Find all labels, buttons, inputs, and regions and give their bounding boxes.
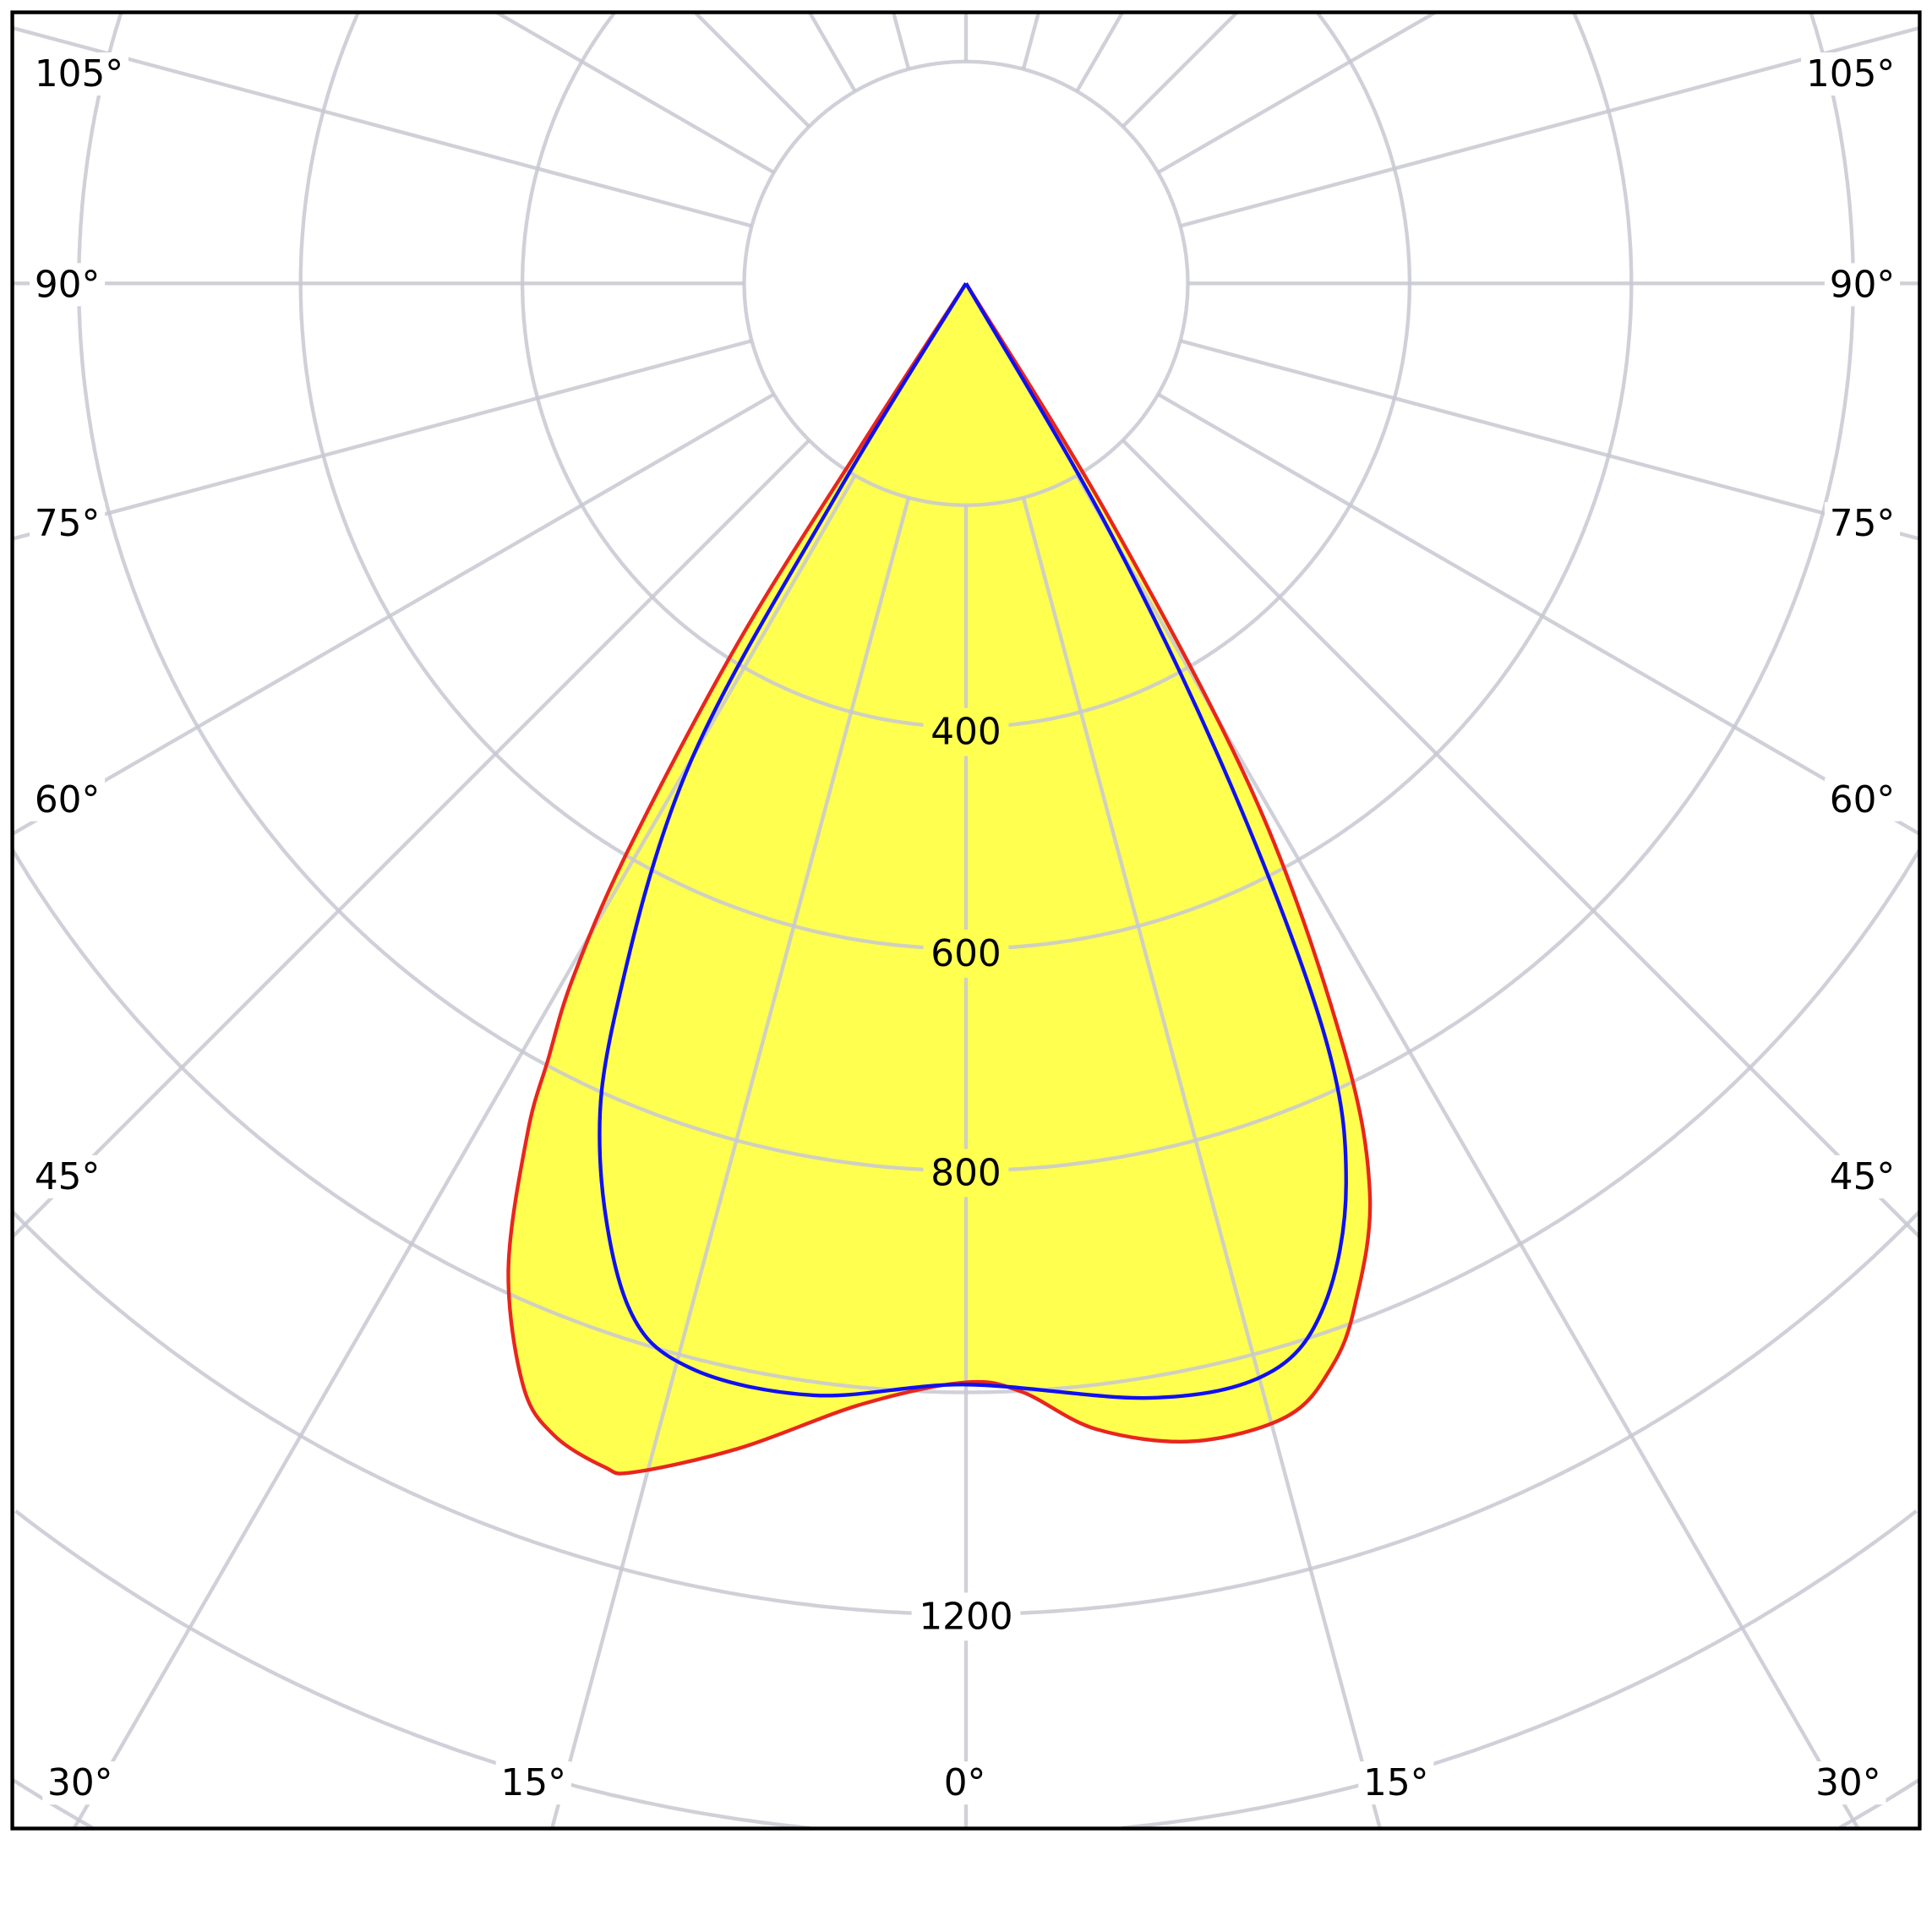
angle-label-background: [938, 1761, 991, 1805]
angle-label-background: [1824, 778, 1901, 821]
grid-spoke-150: [1075, 12, 1125, 93]
radial-label-600: 600: [931, 932, 1001, 975]
grid-spoke-165: [1021, 12, 1041, 70]
grid-spoke-255: [12, 25, 753, 228]
grid-ring-1000: [12, 849, 1920, 1394]
angle-label-bottom-15-left: 15°: [501, 1761, 567, 1804]
radial-label-1200: 1200: [919, 1595, 1012, 1638]
radial-label-background: [911, 1592, 1021, 1641]
grid-spoke-135: [1122, 12, 1239, 128]
grid-spoke-210: [807, 12, 857, 93]
grid-spoke-45: [1122, 439, 1920, 1239]
grid-spoke-75: [1179, 339, 1920, 541]
angle-label-background: [29, 502, 106, 546]
angle-label-left-45: 45°: [35, 1155, 101, 1198]
angle-label-left-90: 90°: [35, 263, 101, 306]
angle-label-left-105: 105°: [35, 52, 123, 96]
angle-label-background: [1810, 1761, 1886, 1805]
grid-spoke-120: [1157, 12, 1437, 175]
radial-label-background: [923, 930, 1009, 978]
grid-spoke-315: [12, 439, 810, 1239]
angle-label-bottom-30-right: 30°: [1815, 1761, 1881, 1804]
grid-spoke-195: [891, 12, 911, 70]
angle-label-right-45: 45°: [1830, 1155, 1896, 1198]
series-line-c90-c270: [598, 282, 1348, 1400]
angle-label-bottom-15-right: 15°: [1363, 1761, 1429, 1804]
angle-label-background: [42, 1761, 118, 1805]
grid-spoke-225: [693, 12, 810, 128]
grid-ring-1200: [12, 1210, 1920, 1617]
grid-ring-1400: [14, 1509, 1918, 1829]
grid-spoke-345: [550, 497, 911, 1829]
angle-label-left-60: 60°: [35, 778, 101, 821]
angle-label-background: [1358, 1761, 1434, 1805]
grid-spoke-105: [1179, 25, 1920, 228]
series-line-c0-c180: [506, 282, 1373, 1476]
grid-spoke-15: [1021, 497, 1382, 1829]
angle-label-right-105: 105°: [1806, 52, 1895, 96]
grid-spoke-240: [495, 12, 775, 175]
angle-label-background: [29, 778, 106, 821]
angle-label-right-90: 90°: [1830, 263, 1896, 306]
angle-label-background: [1824, 1154, 1901, 1198]
plot-frame: [10, 10, 1922, 1831]
angle-label-background: [1824, 502, 1901, 546]
radial-label-800: 800: [931, 1152, 1001, 1195]
angle-label-background: [29, 263, 106, 307]
grid-ring-400: [520, 12, 1412, 729]
angle-label-background: [29, 1154, 106, 1198]
grid-spoke-60: [1157, 392, 1920, 836]
angle-label-bottom-0: 0°: [944, 1761, 986, 1804]
grid-spoke-300: [12, 392, 775, 836]
grid-spoke-285: [12, 339, 753, 541]
angle-label-background: [1824, 263, 1901, 307]
radial-label-background: [923, 707, 1009, 756]
radial-label-background: [923, 1149, 1009, 1198]
angle-label-background: [29, 52, 128, 96]
angle-label-right-60: 60°: [1830, 778, 1896, 821]
grid-spoke-330: [72, 474, 857, 1829]
grid-ring-600: [298, 12, 1634, 951]
angle-label-right-75: 75°: [1830, 502, 1896, 545]
angle-label-bottom-30-left: 30°: [47, 1761, 113, 1804]
angle-label-left-75: 75°: [35, 502, 101, 545]
distribution-fill: [508, 283, 1371, 1474]
angle-label-background: [495, 1761, 571, 1805]
angle-label-background: [1801, 52, 1901, 96]
radial-label-400: 400: [931, 711, 1001, 754]
